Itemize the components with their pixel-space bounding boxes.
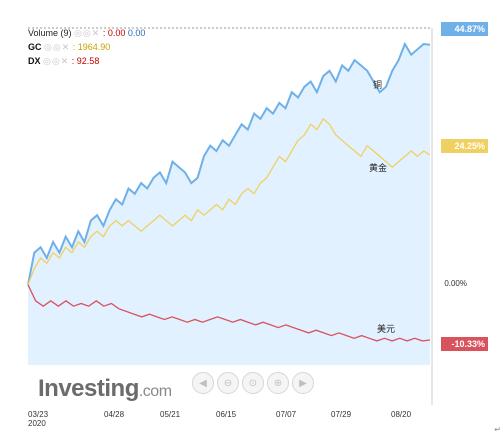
visibility-icon[interactable]: ◎◎✕ (44, 42, 71, 52)
legend-dx-value: : 92.58 (71, 56, 100, 66)
legend-gc-value: : 1964.90 (72, 42, 111, 52)
zoom-out-icon[interactable]: ⊖ (217, 372, 239, 394)
legend: Volume (9) ◎◎✕ : 0.00 0.00 GC ◎◎✕ : 1964… (28, 26, 145, 68)
x-tick-label: 07/29 (331, 410, 352, 419)
visibility-icon[interactable]: ◎◎✕ (74, 28, 101, 38)
series-label-usd: 美元 (377, 324, 396, 334)
series-line-2 (27, 284, 431, 342)
arrow-left-icon[interactable]: ◀ (192, 372, 214, 394)
series-line-1 (27, 117, 431, 286)
series-label-gold: 黄金 (369, 163, 388, 173)
series-label-copper: 铜 (373, 80, 383, 90)
x-tick-label: 07/07 (276, 410, 297, 419)
series-area-0 (28, 44, 430, 365)
chart-nav-controls: ◀ ⊖ ⊙ ⊕ ▶ (192, 372, 314, 394)
visibility-icon[interactable]: ◎◎✕ (43, 56, 70, 66)
logo-suffix: .com (138, 383, 172, 400)
zero-axis-label: 0.00% (444, 279, 467, 288)
series-end-badge-usd: -10.33% (441, 337, 488, 351)
legend-volume-label: Volume (9) (28, 28, 72, 38)
x-tick-label: 05/21 (160, 410, 181, 419)
series-line-0 (27, 41, 431, 285)
zoom-in-icon[interactable]: ⊕ (267, 372, 289, 394)
legend-volume-value-2: 0.00 (127, 28, 146, 38)
x-tick-label: 04/28 (104, 410, 125, 419)
legend-dx-label: DX (28, 56, 41, 66)
series-end-badge-copper: 44.87% (441, 22, 488, 36)
legend-dx: DX ◎◎✕ : 92.58 (28, 54, 145, 68)
x-tick-label: 06/15 (216, 410, 237, 419)
logo-text: Investing (38, 375, 139, 402)
legend-volume-value: : 0.00 (102, 28, 126, 38)
zoom-reset-icon[interactable]: ⊙ (242, 372, 264, 394)
legend-gc-label: GC (28, 42, 42, 52)
series-end-badge-gold: 24.25% (441, 139, 488, 153)
corner-mark: ↵ (494, 425, 501, 434)
legend-gc: GC ◎◎✕ : 1964.90 (28, 40, 145, 54)
x-tick-label: 03/23 2020 (28, 410, 49, 428)
legend-volume: Volume (9) ◎◎✕ : 0.00 0.00 (28, 26, 145, 40)
arrow-right-icon[interactable]: ▶ (292, 372, 314, 394)
x-tick-label: 08/20 (391, 410, 412, 419)
investing-logo: Investing.com (38, 375, 172, 403)
